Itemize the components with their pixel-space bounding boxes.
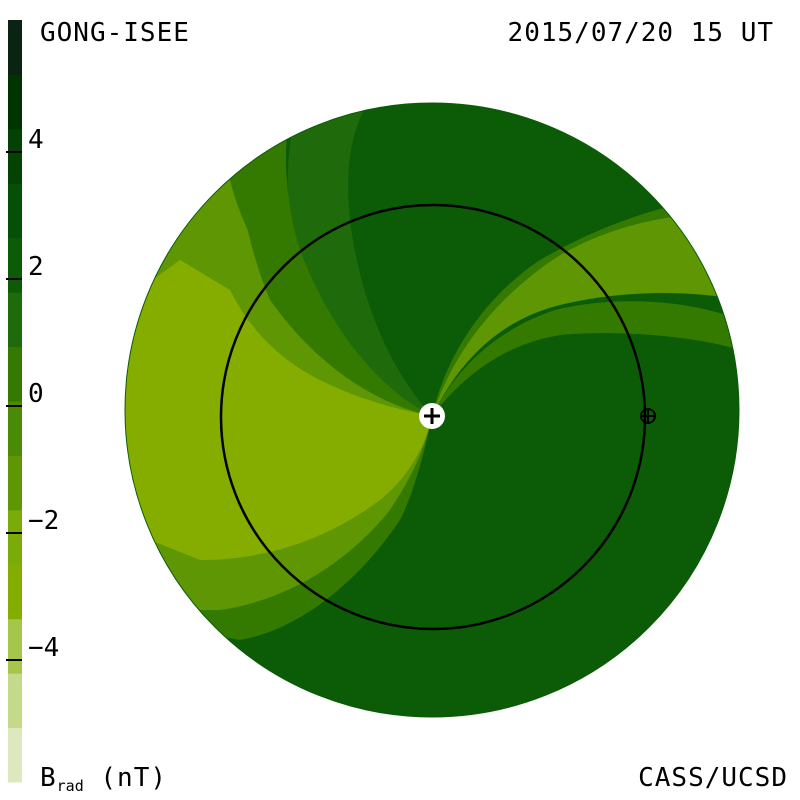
field-band-upper-light — [432, 213, 739, 416]
colorbar-segment — [8, 237, 22, 293]
colorbar-quantity-label: Brad (nT) — [40, 765, 167, 794]
quantity-subscript: rad — [56, 777, 84, 795]
colorbar — [8, 20, 22, 783]
quantity-symbol: B — [40, 763, 57, 793]
colorbar-tick-label: 2 — [28, 252, 44, 282]
colorbar-tick-label: −2 — [28, 506, 60, 536]
field-band-upper-mid — [432, 195, 739, 416]
source-label: GONG-ISEE — [40, 18, 190, 48]
quantity-unit: (nT) — [83, 763, 168, 793]
colorbar-tick-mark — [6, 659, 22, 661]
colorbar-segment — [8, 564, 22, 620]
plus-icon — [419, 403, 445, 429]
field-band-top-dark — [287, 103, 432, 416]
field-band-upper-mid-2 — [432, 301, 739, 416]
colorbar-tick-mark — [6, 151, 22, 153]
colorbar-segment — [8, 401, 22, 456]
colorbar-segment — [8, 509, 22, 565]
colorbar-segment — [8, 128, 22, 184]
colorbar-segment — [8, 455, 22, 511]
disc-outline — [124, 102, 740, 718]
earth-symbol-icon — [640, 408, 656, 424]
colorbar-segment — [8, 618, 22, 674]
colorbar-segment — [8, 20, 22, 75]
colorbar-tick-mark — [6, 278, 22, 280]
credit-label: CASS/UCSD — [638, 763, 788, 793]
colorbar-tick-label: −4 — [28, 633, 60, 663]
field-band-top-mid — [236, 103, 432, 416]
colorbar-segment — [8, 292, 22, 348]
colorbar-tick-mark — [6, 405, 22, 407]
colorbar-segment — [8, 727, 22, 783]
colorbar-tick-label: 0 — [28, 379, 44, 409]
colorbar-segment — [8, 673, 22, 729]
colorbar-segment — [8, 74, 22, 130]
timestamp-label: 2015/07/20 15 UT — [507, 18, 774, 48]
colorbar-segment — [8, 183, 22, 239]
colorbar-segment — [8, 346, 22, 402]
colorbar-tick-mark — [6, 532, 22, 534]
colorbar-tick-label: 4 — [28, 125, 44, 155]
field-band-lightest — [125, 260, 432, 560]
